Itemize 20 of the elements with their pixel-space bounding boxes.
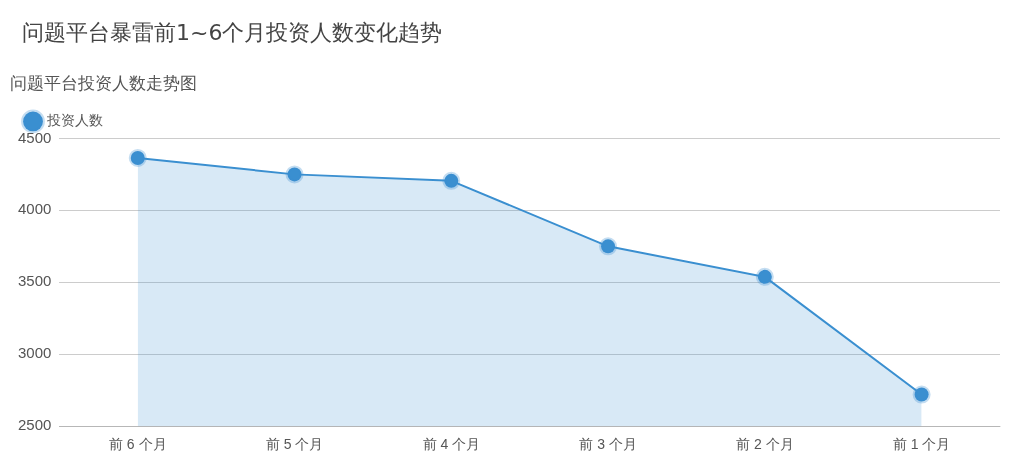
y-tick-label: 3000 bbox=[17, 344, 52, 362]
y-tick-label: 2500 bbox=[17, 416, 52, 434]
chart-subtitle: 问题平台投资人数走势图 bbox=[10, 72, 197, 93]
x-tick-label: 前 3 个月 bbox=[579, 436, 637, 453]
y-tick-label: 3500 bbox=[17, 272, 52, 290]
x-tick-label: 前 6 个月 bbox=[108, 436, 167, 453]
point bbox=[442, 171, 461, 190]
point bbox=[128, 148, 147, 167]
y-tick-label: 4500 bbox=[17, 128, 52, 146]
point bbox=[912, 385, 931, 404]
x-tick-label: 前 5 个月 bbox=[265, 436, 324, 453]
x-tick-label: 前 1 个月 bbox=[892, 436, 951, 453]
chart-title: 问题平台暴雷前1~6个月投资人数变化趋势 bbox=[22, 19, 443, 47]
point bbox=[755, 267, 774, 286]
point bbox=[599, 237, 618, 256]
point bbox=[285, 165, 304, 184]
y-tick-label: 4000 bbox=[17, 200, 52, 218]
x-tick-label: 前 4 个月 bbox=[422, 436, 481, 453]
legend-label: 投资人数 bbox=[46, 112, 103, 129]
x-tick-label: 前 2 个月 bbox=[736, 436, 794, 453]
